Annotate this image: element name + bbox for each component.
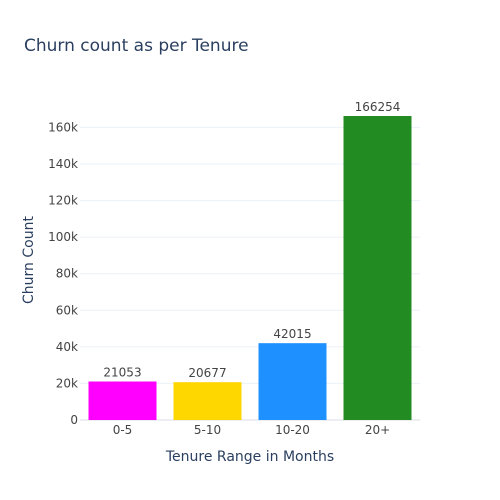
chart-title: Churn count as per Tenure [24, 36, 249, 56]
x-tick-label: 5-10 [194, 423, 221, 437]
y-tick-label: 0 [70, 413, 78, 427]
y-tick-label: 120k [48, 194, 78, 208]
y-tick-label: 40k [56, 340, 78, 354]
x-tick-label: 0-5 [113, 423, 133, 437]
y-tick-label: 100k [48, 230, 78, 244]
y-tick-label: 60k [56, 303, 78, 317]
y-tick-label: 140k [48, 157, 78, 171]
bar-10-20[interactable] [258, 343, 327, 420]
data-label: 166254 [355, 100, 401, 114]
x-axis-ticks: 0-5 5-10 10-20 20+ [113, 423, 390, 437]
y-tick-label: 80k [56, 267, 78, 281]
x-tick-label: 20+ [365, 423, 390, 437]
y-tick-label: 20k [56, 376, 78, 390]
bar-layer [88, 115, 412, 421]
bar-20+[interactable] [343, 115, 412, 421]
data-label: 20677 [188, 366, 226, 380]
y-axis-ticks: 0 20k 40k 60k 80k 100k 120k 140k 160k [48, 120, 78, 427]
data-label: 21053 [103, 366, 141, 380]
y-tick-label: 160k [48, 120, 78, 134]
data-labels: 21053 20677 42015 166254 [103, 100, 400, 380]
bar-5-10[interactable] [173, 382, 242, 420]
x-tick-label: 10-20 [275, 423, 310, 437]
bar-0-5[interactable] [88, 381, 157, 420]
x-axis-title: Tenure Range in Months [165, 449, 334, 465]
y-axis-title: Churn Count [21, 216, 37, 304]
data-label: 42015 [273, 327, 311, 341]
